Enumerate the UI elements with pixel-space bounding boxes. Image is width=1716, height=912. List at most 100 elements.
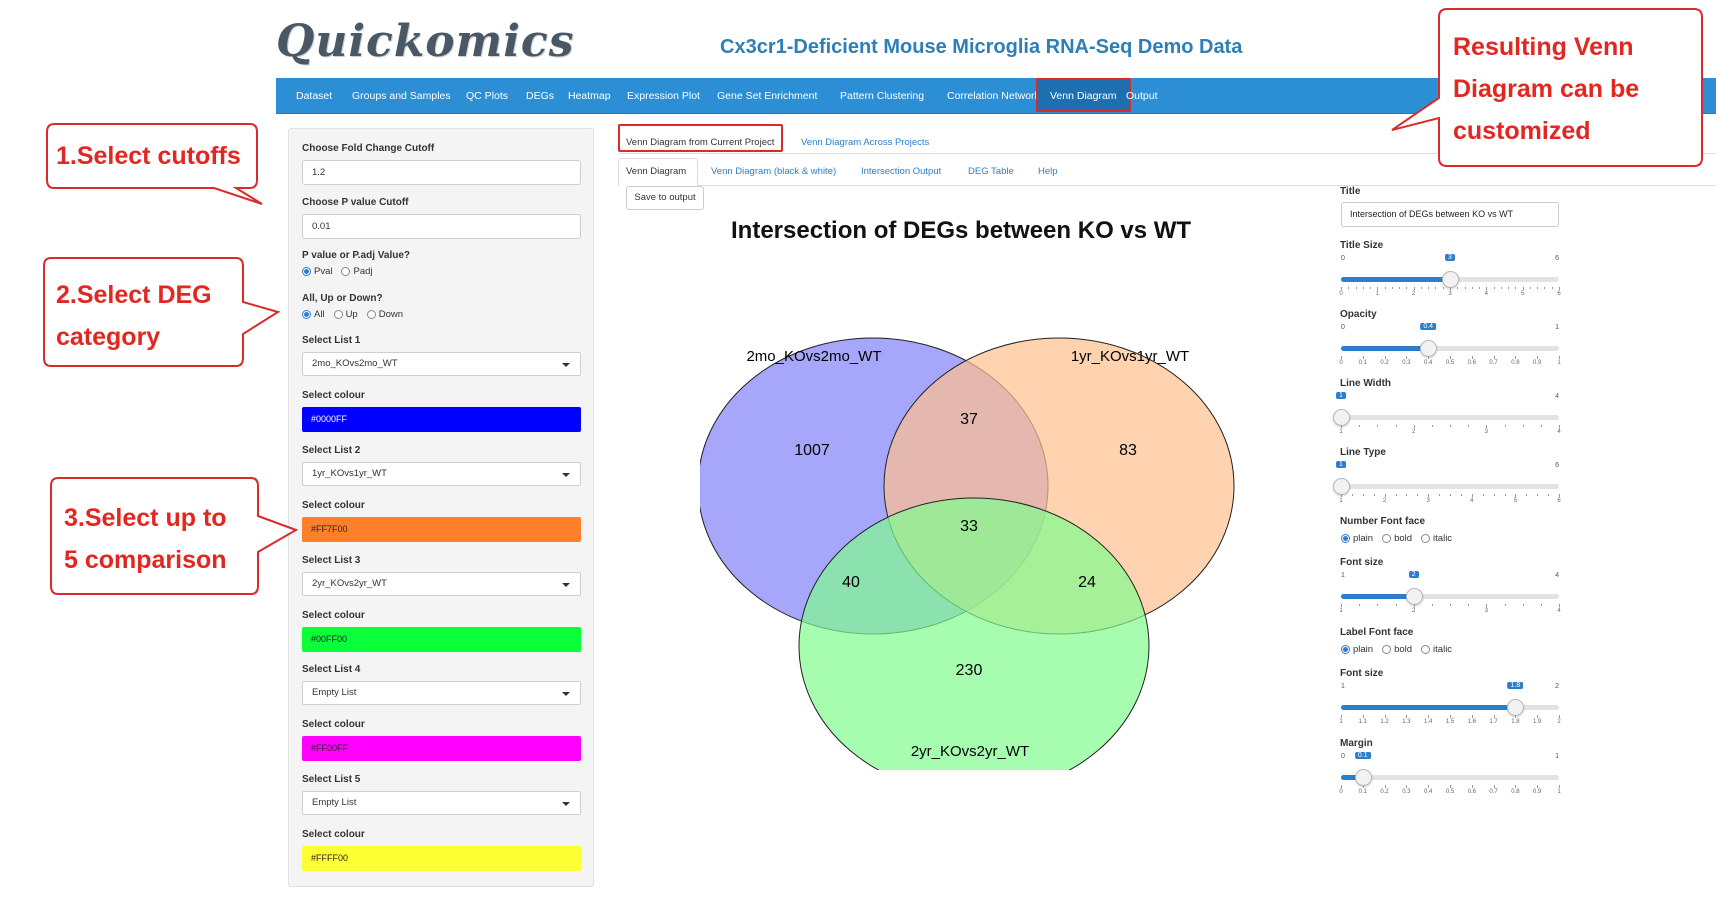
tab-venn-bw[interactable]: Venn Diagram (black & white) (711, 166, 837, 177)
tab-venn-across-projects[interactable]: Venn Diagram Across Projects (801, 137, 930, 148)
slider-tick (1559, 715, 1560, 718)
colour2-picker[interactable]: #FF7F00 (302, 517, 581, 542)
radio-number-bold[interactable] (1382, 534, 1392, 543)
colour5-picker[interactable]: #FFFF00 (302, 846, 581, 871)
opacity-slider[interactable]: 0 1 0.4 0 0.1 0.2 0.3 0.4 0.5 0.6 0.7 0.8 0.9 1 (1339, 323, 1561, 366)
tab-venn-diagram[interactable]: Venn Diagram (626, 166, 687, 177)
list2-select[interactable]: 1yr_KOvs1yr_WT (302, 462, 581, 486)
slider-tick (1515, 494, 1517, 497)
colour4-picker[interactable]: #FF00FF (302, 736, 581, 761)
radio-padj-label: Padj (353, 266, 373, 277)
nav-degs[interactable]: DEGs (526, 90, 555, 102)
callout-text-1: 1.Select cutoffs (56, 135, 241, 177)
slider-track (1341, 775, 1559, 780)
line-type-slider[interactable]: 161123456 (1333, 461, 1561, 504)
nav-output[interactable]: Output (1126, 90, 1158, 102)
radio-all[interactable] (302, 310, 311, 319)
radio-label-plain[interactable] (1341, 645, 1350, 654)
slider-minor-tick (1537, 494, 1539, 496)
nav-venn-diagram[interactable]: Venn Diagram (1036, 78, 1131, 112)
nav-qc-plots[interactable]: QC Plots (466, 90, 509, 102)
label-font-size-slider[interactable]: 1 2 1.8 1 1.1 1.2 1.3 1.4 1.5 1.6 1.7 1.8 1.9 2 (1339, 682, 1561, 725)
chevron-down-icon (562, 802, 570, 806)
list3-select[interactable]: 2yr_KOvs2yr_WT (302, 572, 581, 596)
tab-deg-table[interactable]: DEG Table (968, 166, 1014, 177)
line-width-slider[interactable]: 1411234 (1333, 392, 1561, 435)
slider-tick (1341, 356, 1342, 359)
slider-tick-label: 1.2 (1380, 719, 1389, 725)
nav-groups-and-samples[interactable]: Groups and Samples (352, 90, 451, 102)
slider-minor-tick (1468, 604, 1470, 606)
subtabs-divider (698, 185, 1716, 186)
slider-tick-label: 5 (1513, 498, 1518, 504)
nav-gene-set-enrichment[interactable]: Gene Set Enrichment (717, 90, 818, 102)
save-to-output-button[interactable]: Save to output (626, 186, 704, 210)
number-font-size-slider[interactable]: 1 4 2 1 2 3 4 (1339, 571, 1561, 614)
slider-tick (1428, 715, 1430, 718)
radio-down[interactable] (366, 310, 376, 319)
colour3-picker[interactable]: #00FF00 (302, 627, 581, 652)
slider-minor-tick (1544, 287, 1546, 289)
nav-expression-plot[interactable]: Expression Plot (627, 90, 700, 102)
radio-pval[interactable] (302, 267, 311, 276)
venn-count-a-only: 1007 (794, 442, 830, 459)
slider-minor-tick (1439, 494, 1441, 496)
slider-tick (1471, 785, 1473, 788)
slider-minor-tick (1540, 425, 1542, 427)
slider-minor-tick (1457, 287, 1459, 289)
venn-label-b: 1yr_KOvs1yr_WT (1071, 348, 1189, 365)
slider-tick (1515, 715, 1517, 718)
list5-label: Select List 5 (302, 774, 361, 785)
slider-tick-label: 5 (1520, 291, 1525, 297)
slider-minor-tick (1373, 494, 1375, 496)
slider-fill (1341, 705, 1516, 710)
slider-tick-label: 0.3 (1402, 360, 1411, 366)
nav-pattern-clustering[interactable]: Pattern Clustering (840, 90, 925, 102)
title-setting-input[interactable]: Intersection of DEGs between KO vs WT (1341, 202, 1559, 227)
nav-heatmap[interactable]: Heatmap (568, 90, 611, 102)
list4-select[interactable]: Empty List (302, 681, 581, 705)
slider-tick-label: 0.1 (1358, 360, 1367, 366)
title-setting-label: Title (1340, 186, 1361, 197)
radio-number-plain[interactable] (1341, 534, 1350, 543)
slider-tick (1384, 785, 1386, 788)
slider-tick-label: 2 (1411, 429, 1416, 435)
slider-minor-tick (1548, 494, 1550, 496)
slider-tick (1537, 356, 1539, 359)
nav-dataset[interactable]: Dataset (296, 90, 333, 102)
pvalue-input[interactable]: 0.01 (302, 214, 581, 239)
slider-minor-tick (1551, 287, 1553, 289)
radio-up-label: Up (345, 309, 358, 320)
radio-all-label: All (314, 309, 325, 320)
slider-min-label: 1 (1341, 683, 1345, 690)
radio-padj[interactable] (341, 267, 351, 276)
list5-select[interactable]: Empty List (302, 791, 581, 815)
nav-correlation-network[interactable]: Correlation Network (947, 90, 1040, 102)
chevron-down-icon (562, 363, 570, 367)
slider-tick (1406, 715, 1408, 718)
slider-tick (1537, 785, 1539, 788)
colour4-label: Select colour (302, 719, 365, 730)
slider-minor-tick (1399, 287, 1401, 289)
radio-label-bold[interactable] (1382, 645, 1392, 654)
slider-tick (1486, 425, 1488, 428)
tab-help[interactable]: Help (1038, 166, 1058, 177)
colour1-picker[interactable]: #0000FF (302, 407, 581, 432)
tab-venn-current-project[interactable]: Venn Diagram from Current Project (626, 137, 775, 148)
slider-tick (1471, 715, 1473, 718)
slider-tick-label: 1.5 (1445, 719, 1455, 725)
radio-up[interactable] (333, 310, 343, 319)
slider-minor-tick (1471, 287, 1473, 289)
title-size-slider[interactable]: 0 6 3 0 1 2 3 4 5 6 (1339, 254, 1561, 297)
slider-track (1341, 484, 1559, 489)
slider-tick-label: 0.4 (1424, 360, 1433, 366)
fold-change-input[interactable]: 1.2 (302, 160, 581, 185)
tab-intersection-output[interactable]: Intersection Output (861, 166, 942, 177)
radio-number-italic[interactable] (1421, 534, 1431, 543)
list1-select[interactable]: 2mo_KOvs2mo_WT (302, 352, 581, 376)
slider-minor-tick (1504, 494, 1506, 496)
margin-slider[interactable]: 0 1 0.1 0 0.1 0.2 0.3 0.4 0.5 0.6 0.7 0.8 0.9 1 (1339, 752, 1561, 795)
radio-label-italic[interactable] (1421, 645, 1431, 654)
slider-tick (1559, 356, 1560, 359)
list4-label: Select List 4 (302, 664, 361, 675)
